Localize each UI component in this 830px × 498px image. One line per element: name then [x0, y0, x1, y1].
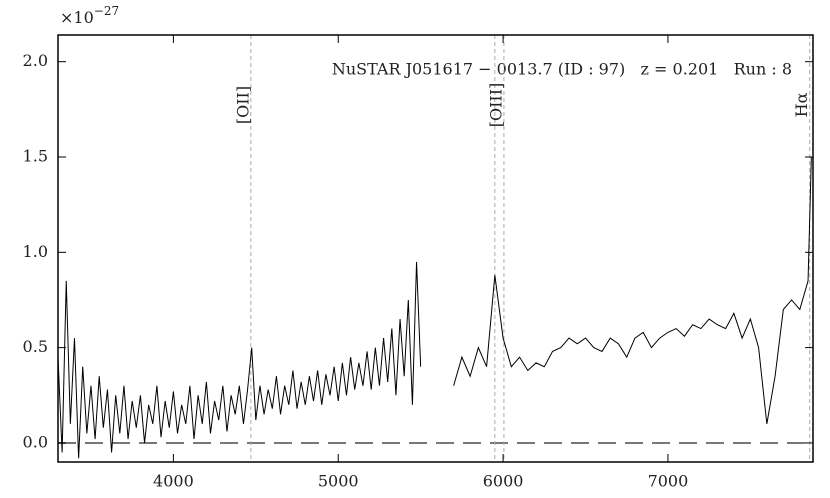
y-tick-label: 1.5: [23, 147, 48, 166]
spectrum-line: [58, 156, 812, 459]
emission-label: [OIII]: [486, 83, 505, 128]
annotation: NuSTAR J051617 − 0013.7 (ID : 97) z = 0.…: [332, 60, 792, 79]
emission-label: Hα: [792, 92, 811, 117]
x-tick-label: 4000: [153, 472, 194, 491]
plot-frame: [57, 34, 814, 463]
y-tick-label: 0.0: [23, 432, 48, 451]
x-tick-label: 5000: [318, 472, 359, 491]
y-exponent: −27: [94, 4, 119, 18]
x-tick-label: 7000: [648, 472, 689, 491]
y-tick-label: 0.5: [23, 337, 48, 356]
y-multiplier: ×10: [60, 8, 94, 27]
y-tick-label: 2.0: [23, 51, 48, 70]
x-tick-label: 6000: [483, 472, 524, 491]
y-scale-label: ×10−27: [60, 4, 119, 27]
emission-label: [OII]: [233, 86, 252, 124]
y-tick-label: 1.0: [23, 242, 48, 261]
